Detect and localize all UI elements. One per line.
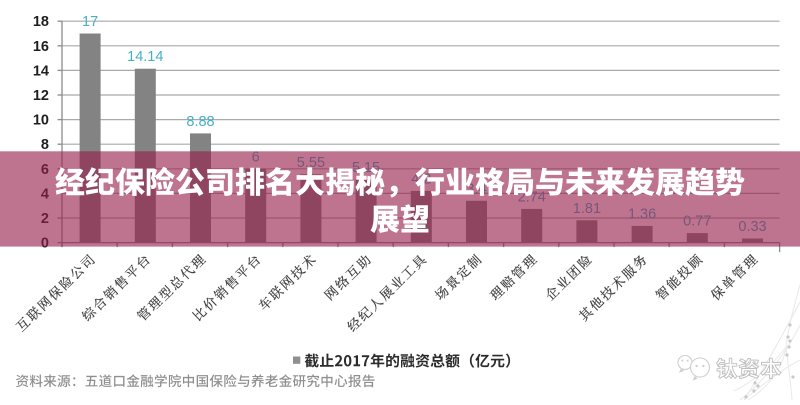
svg-text:14.14: 14.14 <box>127 49 163 65</box>
svg-text:17: 17 <box>82 14 98 30</box>
svg-text:10: 10 <box>33 113 49 129</box>
svg-text:18: 18 <box>33 14 49 30</box>
svg-text:8: 8 <box>41 137 49 153</box>
svg-text:16: 16 <box>33 39 49 55</box>
svg-text:12: 12 <box>33 88 49 104</box>
svg-text:14: 14 <box>33 63 49 79</box>
svg-text:8.88: 8.88 <box>186 114 214 130</box>
